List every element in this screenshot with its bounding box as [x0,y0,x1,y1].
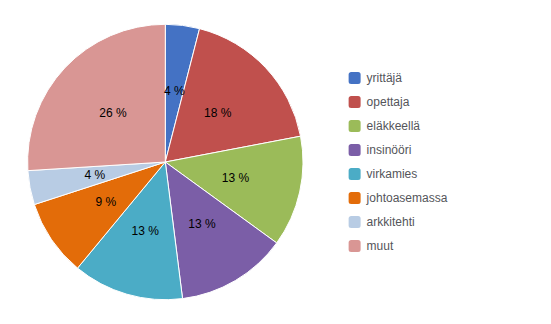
svg-text:26 %: 26 % [99,106,127,120]
svg-text:9 %: 9 % [96,195,117,209]
svg-text:13 %: 13 % [222,171,250,185]
svg-text:4 %: 4 % [164,84,185,98]
svg-text:13 %: 13 % [132,224,160,238]
svg-text:virkamies: virkamies [367,167,418,181]
svg-text:arkkitehti: arkkitehti [367,215,415,229]
svg-text:13 %: 13 % [188,217,216,231]
svg-text:insinööri: insinööri [367,143,412,157]
svg-text:opettaja: opettaja [367,95,410,109]
svg-text:eläkkeellä: eläkkeellä [367,119,421,133]
svg-text:4 %: 4 % [84,168,105,182]
svg-text:18 %: 18 % [204,106,232,120]
svg-text:yrittäjä: yrittäjä [367,71,403,85]
svg-text:johtoasemassa: johtoasemassa [366,191,448,205]
svg-text:muut: muut [367,239,394,253]
